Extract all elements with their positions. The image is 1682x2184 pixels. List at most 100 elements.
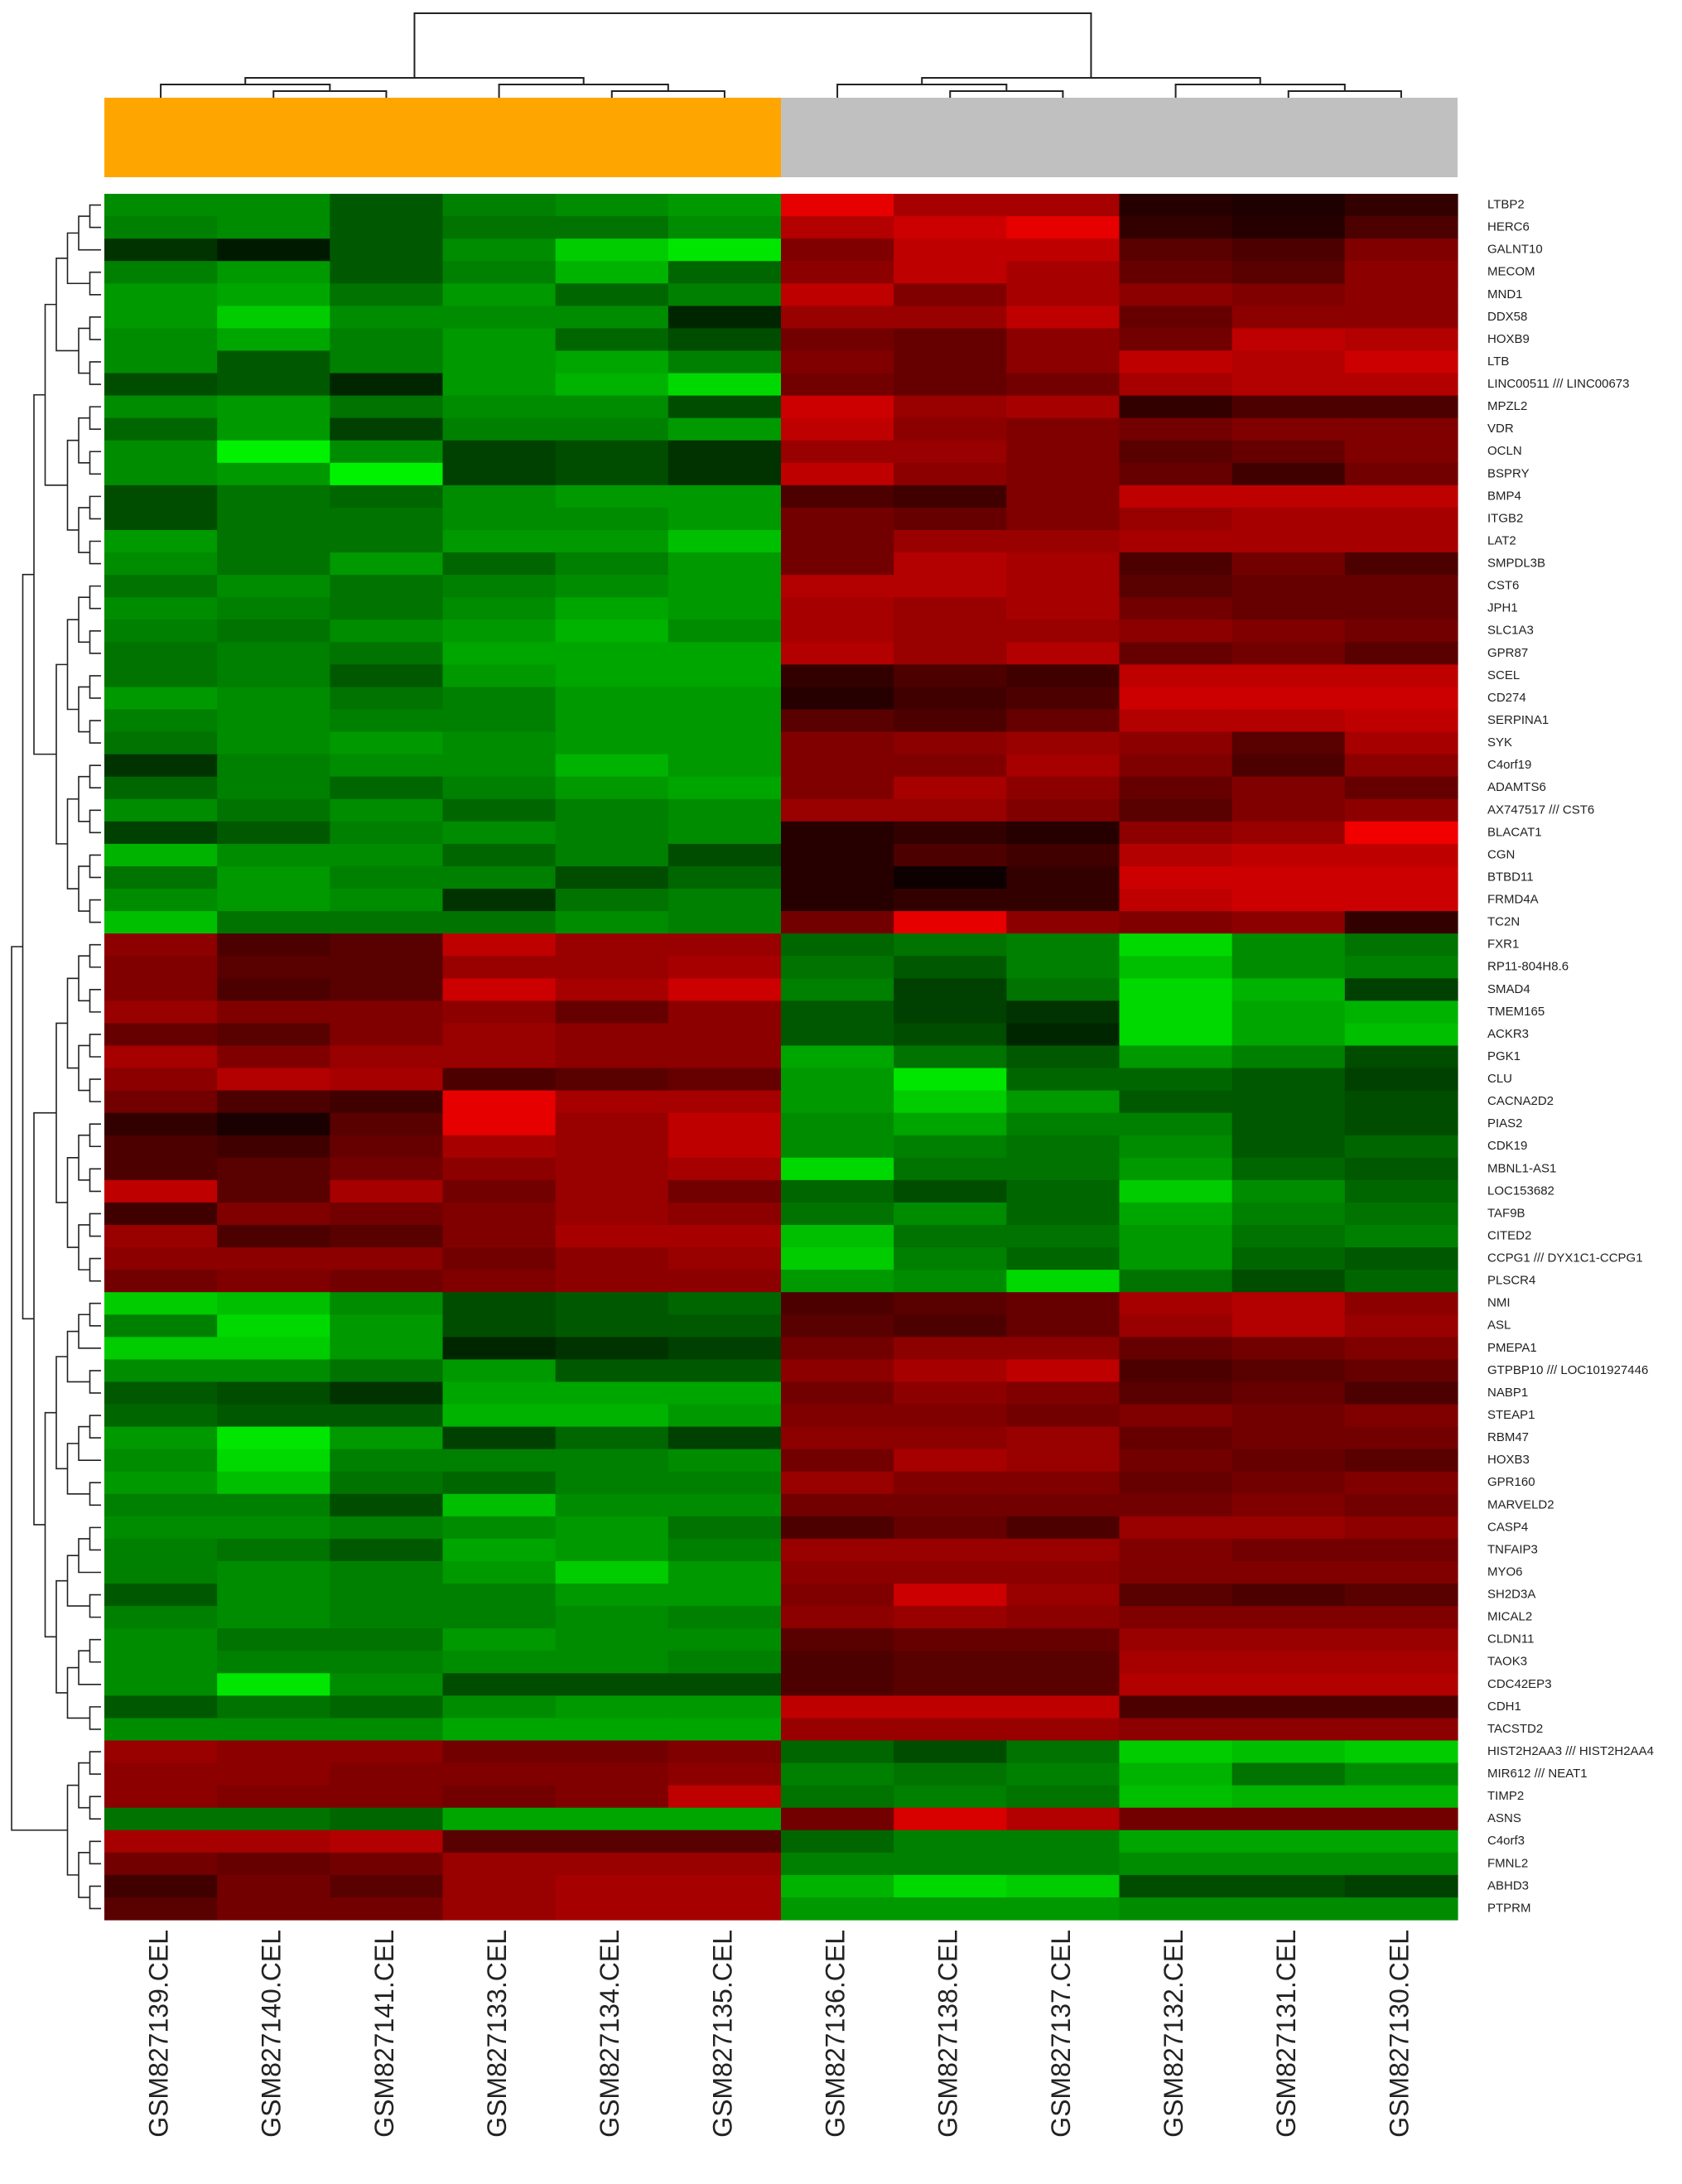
heatmap-cell bbox=[1119, 956, 1233, 979]
dendrogram-branch bbox=[89, 675, 101, 699]
dendrogram-branch bbox=[89, 1168, 101, 1193]
heatmap-cell bbox=[667, 1897, 782, 1921]
heatmap-cell bbox=[104, 1538, 218, 1562]
heatmap-cell bbox=[894, 1314, 1007, 1338]
heatmap-cell bbox=[330, 328, 444, 352]
row-label: DDX58 bbox=[1487, 310, 1527, 324]
row-label: SLC1A3 bbox=[1487, 624, 1534, 638]
heatmap-cell bbox=[1006, 821, 1121, 845]
heatmap-cell bbox=[894, 1628, 1007, 1651]
heatmap-cell bbox=[667, 821, 782, 845]
heatmap-cell bbox=[104, 1023, 218, 1047]
heatmap-cell bbox=[217, 1651, 330, 1674]
heatmap-cell bbox=[894, 1292, 1007, 1315]
heatmap-cell bbox=[894, 1807, 1007, 1831]
heatmap-cell bbox=[1006, 865, 1121, 890]
heatmap-cell bbox=[781, 664, 894, 688]
heatmap-cell bbox=[330, 1560, 444, 1584]
heatmap-cell bbox=[894, 1247, 1007, 1270]
heatmap-cell bbox=[1344, 754, 1458, 778]
heatmap-cell bbox=[667, 194, 782, 217]
heatmap-cell bbox=[781, 1292, 894, 1315]
heatmap-cell bbox=[1119, 1673, 1233, 1696]
heatmap-cell bbox=[555, 731, 669, 755]
heatmap-cell bbox=[330, 911, 444, 934]
heatmap-cell bbox=[330, 1897, 444, 1921]
heatmap-cell bbox=[894, 933, 1007, 957]
column-label: GSM827136.CEL bbox=[821, 1930, 851, 2138]
heatmap-cell bbox=[1006, 529, 1121, 553]
heatmap-cell bbox=[894, 1538, 1007, 1562]
heatmap-cell bbox=[781, 462, 894, 486]
heatmap-cell bbox=[667, 1651, 782, 1674]
dendrogram-branch bbox=[89, 1257, 101, 1282]
heatmap-cell bbox=[104, 373, 218, 397]
heatmap-cell bbox=[1344, 1292, 1458, 1315]
heatmap-cell bbox=[555, 1516, 669, 1540]
heatmap-cell bbox=[104, 664, 218, 688]
column-dendrogram bbox=[160, 12, 1402, 98]
heatmap-cell bbox=[667, 709, 782, 733]
heatmap-cell bbox=[555, 1202, 669, 1226]
heatmap-cell bbox=[555, 1830, 669, 1854]
heatmap-cell bbox=[104, 1337, 218, 1360]
heatmap-cell bbox=[330, 1404, 444, 1428]
dendrogram-branch bbox=[66, 1156, 79, 1248]
heatmap-cell bbox=[894, 261, 1007, 284]
column-label: GSM827135.CEL bbox=[707, 1930, 737, 2138]
heatmap-cell bbox=[667, 283, 782, 306]
heatmap-cell bbox=[894, 1785, 1007, 1809]
heatmap-cell bbox=[1231, 1471, 1346, 1495]
heatmap-cell bbox=[1231, 911, 1346, 934]
dendrogram-branch bbox=[89, 720, 101, 744]
heatmap-cell bbox=[555, 306, 669, 329]
heatmap-cell bbox=[104, 1830, 218, 1854]
heatmap-cell bbox=[781, 1090, 894, 1114]
heatmap-cell bbox=[442, 843, 557, 867]
heatmap-cell bbox=[781, 373, 894, 397]
heatmap-cell bbox=[1344, 283, 1458, 306]
heatmap-cell bbox=[1119, 1449, 1233, 1473]
dendrogram-branch bbox=[89, 1885, 101, 1910]
heatmap-cell bbox=[555, 216, 669, 239]
heatmap-cell bbox=[442, 575, 557, 598]
heatmap-cell bbox=[1119, 216, 1233, 239]
heatmap-cell bbox=[781, 261, 894, 284]
row-label: PGK1 bbox=[1487, 1049, 1521, 1063]
heatmap-cell bbox=[894, 440, 1007, 464]
heatmap-cell bbox=[1119, 1538, 1233, 1562]
dendrogram-branch bbox=[55, 1022, 68, 1203]
heatmap-cell bbox=[1231, 1807, 1346, 1831]
heatmap-cell bbox=[104, 1807, 218, 1831]
heatmap-cell bbox=[781, 1247, 894, 1270]
heatmap-cell bbox=[555, 642, 669, 665]
heatmap-cell bbox=[217, 798, 330, 822]
heatmap-cell bbox=[104, 642, 218, 665]
row-label: C4orf3 bbox=[1487, 1834, 1525, 1848]
heatmap-cell bbox=[217, 1606, 330, 1629]
heatmap-cell bbox=[1119, 1718, 1233, 1742]
heatmap-cell bbox=[1006, 597, 1121, 620]
dendrogram-branch bbox=[89, 764, 101, 789]
row-label: NABP1 bbox=[1487, 1386, 1528, 1400]
heatmap-cell bbox=[330, 1874, 444, 1898]
heatmap-cell bbox=[330, 1740, 444, 1764]
heatmap-cell bbox=[1231, 821, 1346, 845]
heatmap-cell bbox=[1231, 1606, 1346, 1629]
heatmap-cell bbox=[1231, 620, 1346, 643]
heatmap-cell bbox=[1231, 1112, 1346, 1136]
heatmap-cell bbox=[781, 1718, 894, 1742]
heatmap-cell bbox=[1231, 798, 1346, 822]
heatmap-cell bbox=[1231, 373, 1346, 397]
heatmap-cell bbox=[330, 1426, 444, 1450]
heatmap-cell bbox=[1231, 1068, 1346, 1092]
heatmap-cell bbox=[1119, 1023, 1233, 1047]
heatmap-cell bbox=[555, 529, 669, 553]
heatmap-cell bbox=[667, 239, 782, 262]
heatmap-cell bbox=[442, 709, 557, 733]
row-label: CITED2 bbox=[1487, 1228, 1531, 1242]
heatmap-cell bbox=[217, 395, 330, 419]
heatmap-cell bbox=[555, 1560, 669, 1584]
dendrogram-branch bbox=[89, 1706, 101, 1730]
heatmap-cell bbox=[1344, 1068, 1458, 1092]
